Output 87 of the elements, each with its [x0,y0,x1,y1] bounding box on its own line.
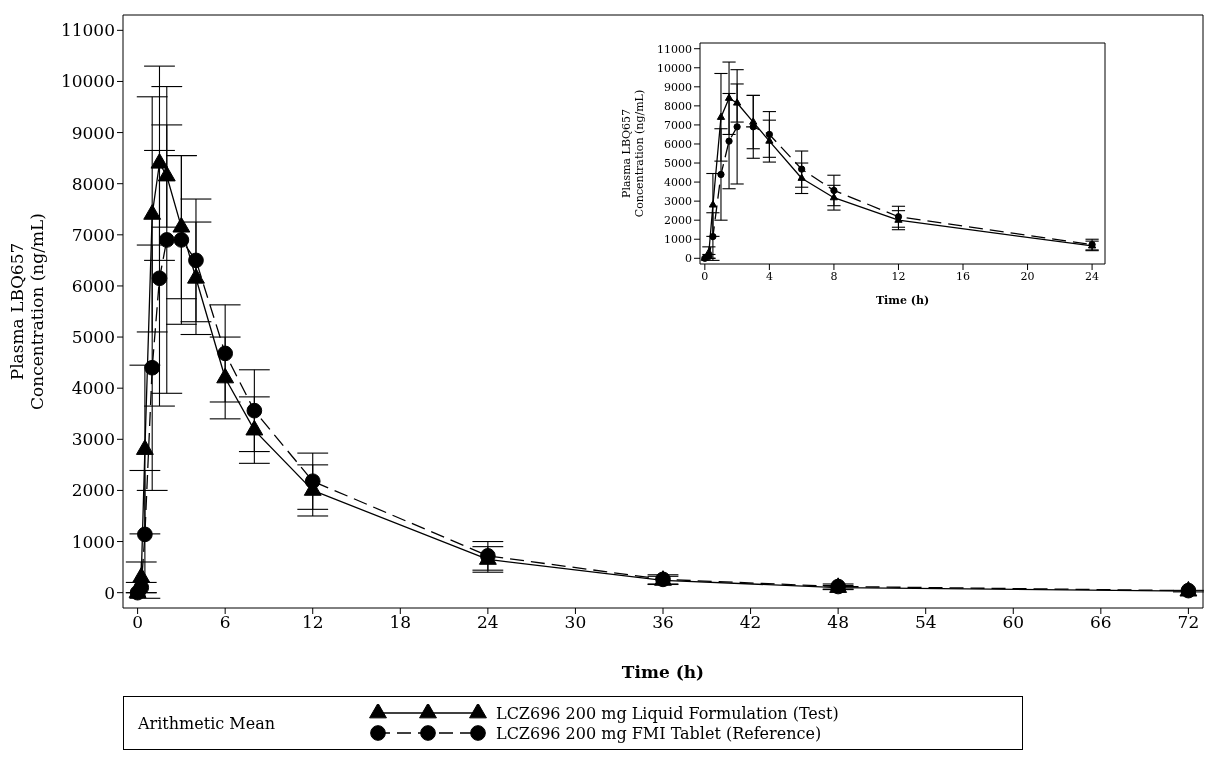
point [216,367,235,384]
y-tick-label: 4000 [71,378,115,399]
point [708,200,718,208]
y-tick-label: 9000 [71,122,115,143]
point [135,439,154,455]
x-tick-label: 0 [701,269,709,283]
y-tick-label: 5000 [71,327,115,348]
x-tick-label: 60 [1002,612,1025,633]
y-tick-label: 4000 [664,175,692,189]
x-tick-label: 4 [765,269,773,283]
point [733,98,742,106]
x-tick-label: 48 [827,612,849,633]
x-tick-label: 20 [1020,269,1035,283]
y-tick-label: 11000 [657,42,692,56]
point [829,193,839,201]
point [173,232,190,248]
y-tick-label: 10000 [657,61,692,75]
point [1180,582,1197,599]
x-tick-label: 24 [477,612,499,633]
point [188,252,204,269]
point [733,123,741,131]
point [716,112,726,120]
x-tick-label: 6 [219,612,231,633]
point [830,578,846,595]
x-axis-title: Time (h) [621,662,705,682]
point [798,165,806,173]
point [246,402,263,419]
y-tick-label: 8000 [664,99,692,113]
y-tick-label: 6000 [71,275,115,296]
point [717,170,725,179]
point [725,137,733,145]
point [143,204,162,220]
point [765,130,774,139]
point [172,216,191,233]
y-tick-label: 1000 [664,233,692,247]
point [151,270,168,287]
y-tick-label: 2000 [664,214,692,228]
x-tick-label: 12 [891,269,906,283]
point [187,268,205,284]
x-tick-label: 0 [132,612,144,633]
x-tick-label: 18 [389,612,412,633]
x-tick-label: 72 [1177,612,1200,633]
point [304,473,321,490]
y-tick-label: 11000 [60,20,115,41]
point [245,419,264,436]
y-tick-label: 5000 [664,156,692,170]
x-tick-label: 16 [956,269,971,283]
y-tick-label: 3000 [71,429,115,450]
y-tick-label: 1000 [71,531,115,552]
point [158,232,175,248]
y-axis-title: Plasma LBQ657 Concentration (ng/mL) [7,213,47,410]
point [830,186,838,195]
x-axis-title: Time (h) [875,294,930,307]
point [724,93,734,101]
x-tick-label: 36 [652,612,674,633]
point [217,345,233,362]
x-tick-label: 24 [1085,269,1100,283]
y-tick-label: 6000 [664,137,692,151]
y-tick-label: 8000 [71,173,115,194]
x-tick-label: 42 [739,612,762,633]
point [749,117,758,125]
y-axis-title: Plasma LBQ657 Concentration (ng/mL) [619,89,646,218]
legend-title: Arithmetic Mean [138,713,276,733]
point [765,136,774,144]
x-tick-label: 12 [301,612,324,633]
point [709,232,717,241]
y-tick-label: 9000 [664,80,692,94]
y-tick-label: 10000 [60,71,115,92]
x-tick-label: 30 [564,612,587,633]
y-tick-label: 7000 [664,118,692,132]
x-tick-label: 8 [830,269,838,283]
legend-label: LCZ696 200 mg FMI Tablet (Reference) [496,723,822,743]
point [137,526,153,543]
point [797,173,806,181]
point [144,359,161,376]
y-tick-label: 7000 [71,224,115,245]
y-tick-label: 2000 [71,480,115,501]
x-tick-label: 54 [914,612,937,633]
legend-label: LCZ696 200 mg Liquid Formulation (Test) [496,703,839,723]
point [157,165,176,182]
y-tick-label: 0 [104,582,115,603]
point [655,571,671,588]
y-tick-label: 3000 [664,195,692,209]
y-tick-label: 0 [685,252,692,266]
x-tick-label: 66 [1090,612,1112,633]
point [150,153,169,169]
point [749,123,757,131]
